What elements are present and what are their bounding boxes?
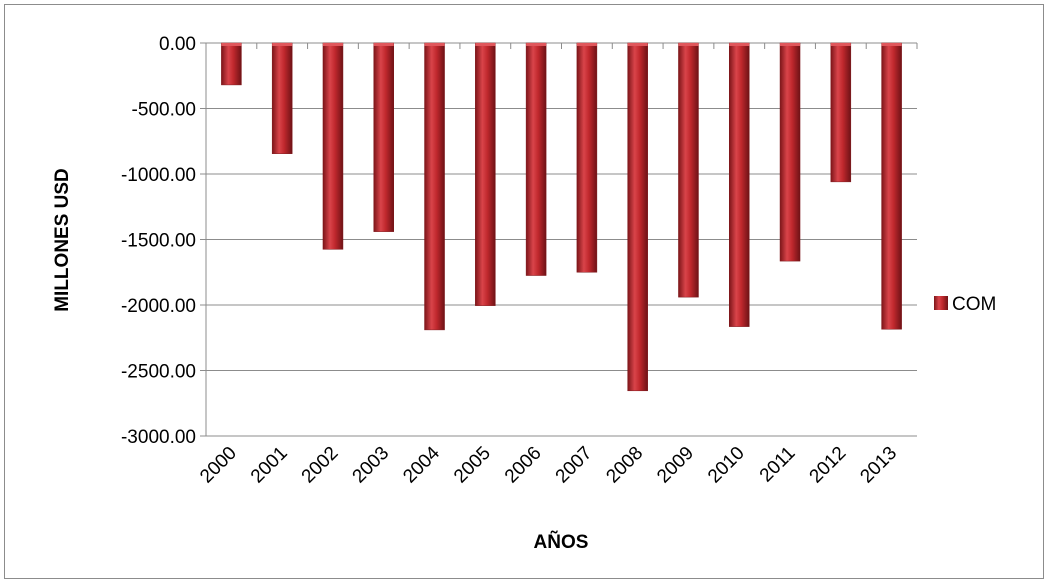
y-tick-label: -1500.00 (121, 231, 196, 252)
x-tick-label: 2009 (653, 443, 698, 488)
x-tick-label: 2006 (501, 443, 546, 488)
bar (475, 42, 496, 306)
x-tick-label: 2002 (298, 443, 343, 488)
bar (576, 42, 598, 273)
x-tick-label: 2007 (552, 443, 597, 488)
bar (424, 42, 445, 331)
gridlines (206, 42, 917, 437)
x-tick-label: 2000 (196, 443, 241, 488)
y-tick-labels: 0.00 -500.00 -1000.00 -1500.00 -2000.00 -2500… (121, 34, 196, 448)
bar-cap (373, 43, 394, 46)
bar-cap (576, 43, 597, 46)
bar-cap (526, 43, 547, 46)
bar-cap (475, 43, 496, 46)
x-tick-label: 2001 (247, 443, 292, 488)
legend-label: COM (952, 294, 996, 315)
y-tick-label: -500.00 (132, 100, 196, 121)
y-axis-title: MILLONES USD (52, 168, 73, 312)
bar (881, 42, 902, 330)
bar (627, 42, 648, 392)
bar (271, 42, 293, 154)
bar (678, 42, 699, 298)
y-tick-label: 0.00 (159, 34, 196, 55)
bar (779, 42, 801, 262)
y-tick-label: -2500.00 (121, 362, 196, 383)
bar (322, 42, 344, 250)
legend-swatch (934, 296, 948, 310)
y-tick-label: -3000.00 (121, 427, 196, 448)
bar (221, 42, 242, 86)
x-axis-title: AÑOS (534, 531, 589, 553)
chart-frame (4, 4, 1044, 579)
legend: COM (934, 294, 996, 315)
bar (830, 42, 852, 183)
x-tick-label: 2008 (602, 443, 647, 488)
x-tick-label: 2011 (756, 443, 800, 487)
x-tick-label: 2004 (399, 442, 444, 487)
y-tick-label: -2000.00 (121, 296, 196, 317)
x-tick-labels: 2000 2001 2002 2003 2004 2005 2006 2007 2008 2009… (196, 442, 901, 487)
bar-cap (678, 43, 699, 46)
bars (221, 42, 902, 392)
bar-cap (322, 43, 343, 46)
bar (373, 42, 394, 232)
bar-cap (272, 43, 293, 46)
x-tick-label: 2012 (806, 443, 851, 488)
bar-cap (780, 43, 801, 46)
axes (200, 42, 918, 437)
x-tick-label: 2005 (450, 443, 495, 488)
y-tick-label: -1000.00 (121, 165, 196, 186)
bar-cap (830, 43, 851, 46)
bar-cap (729, 43, 750, 46)
bar (525, 42, 547, 276)
bar (729, 42, 750, 327)
x-tick-label: 2013 (856, 443, 901, 488)
bar-cap (424, 43, 445, 46)
x-tick-label: 2003 (349, 443, 394, 488)
bar-cap (627, 43, 648, 46)
x-tick-label: 2010 (704, 443, 749, 488)
bar-cap (221, 43, 242, 46)
bar-cap (881, 43, 902, 46)
